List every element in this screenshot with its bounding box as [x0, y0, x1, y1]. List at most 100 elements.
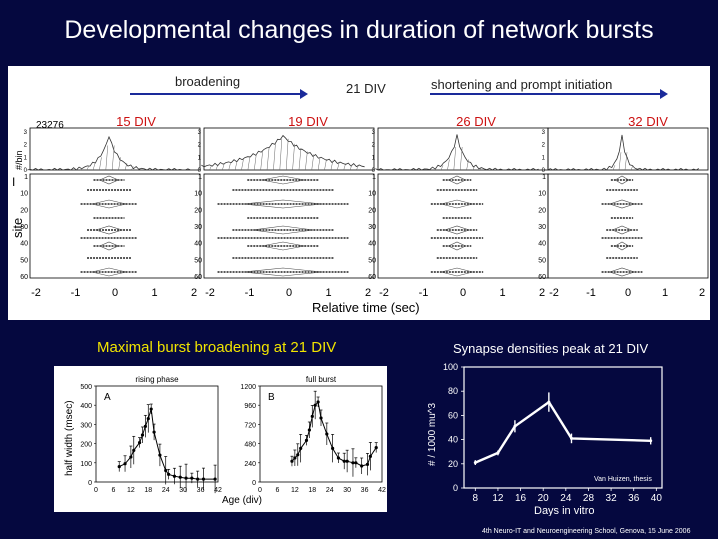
burst-histogram	[201, 134, 365, 168]
hist-tick-label: 1	[198, 155, 202, 161]
site-tick-label: 30	[368, 224, 376, 231]
data-point	[374, 446, 378, 450]
x-tick-label: 0	[258, 487, 262, 494]
y-tick-label: 20	[448, 459, 458, 469]
condition-label: 19 DIV	[288, 114, 328, 129]
histogram-hatch	[349, 164, 353, 171]
site-tick-label: 30	[538, 224, 546, 231]
hist-tick-label: 1	[542, 155, 546, 161]
y-tick-label: 80	[448, 386, 458, 396]
data-point	[316, 400, 320, 404]
time-tick-label: 1	[151, 287, 157, 299]
x-tick-label: 42	[214, 487, 222, 494]
histogram-hatch	[479, 167, 482, 171]
histogram-hatch	[624, 152, 628, 171]
data-point	[304, 438, 309, 442]
data-point	[473, 461, 477, 465]
site-tick-label: 10	[368, 191, 376, 198]
y-tick-label: 960	[244, 403, 256, 410]
raster-frame	[29, 173, 201, 279]
halfwidth-subplot: full burst B 0 240 480 720 960 1200 0 6 12 18 24 30 36…	[240, 375, 386, 494]
y-tick-label: 720	[244, 422, 256, 429]
halfwidth-ylabel: half width (msec)	[64, 400, 75, 476]
data-point	[325, 432, 329, 436]
histogram-hatch	[292, 143, 295, 171]
raster-spread	[441, 267, 473, 277]
site-tick-label: 30	[194, 224, 202, 231]
scale-marker: I	[12, 175, 15, 189]
time-tick-label: 0	[460, 287, 466, 299]
y-tick-label: 200	[80, 442, 92, 449]
hist-tick-label: 3	[542, 130, 546, 136]
x-tick-label: 6	[275, 487, 279, 494]
histogram-hatch	[99, 157, 102, 171]
histogram-hatch	[222, 163, 225, 171]
data-point	[299, 446, 303, 450]
hist-ylabel: #/bin	[14, 150, 24, 170]
hist-tick-label: 0	[372, 168, 376, 174]
series-line	[291, 400, 377, 467]
histogram-hatch	[111, 145, 115, 171]
x-tick-label: 12	[291, 487, 299, 494]
synapse-plot: 0 20 40 60 80 100 8 12 16 20 24 28 32 36 40	[443, 362, 662, 504]
hist-tick-label: 0	[542, 168, 546, 174]
x-tick-label: 36	[197, 487, 205, 494]
data-point	[178, 475, 182, 479]
x-tick-label: 24	[326, 487, 334, 494]
histogram-hatch	[131, 166, 134, 171]
condition-label: 32 DIV	[628, 114, 668, 129]
histogram-hatch	[459, 146, 463, 171]
data-point	[354, 461, 358, 465]
histogram-hatch	[612, 165, 616, 171]
site-axis-label: site	[10, 218, 25, 238]
histogram-hatch	[234, 160, 238, 171]
data-point	[319, 416, 323, 420]
data-point	[152, 430, 156, 434]
histogram-hatch	[356, 165, 359, 171]
data-point	[307, 428, 311, 432]
data-point	[172, 474, 177, 478]
synapse-heading: Synapse densities peak at 21 DIV	[453, 341, 649, 356]
raster-spread	[243, 267, 323, 277]
subplot-frame	[95, 385, 219, 483]
burst-histogram	[545, 134, 699, 171]
raster-spread	[443, 225, 471, 235]
site-tick-label: 60	[20, 274, 28, 281]
y-tick-label: 0	[453, 483, 458, 493]
broadening-heading: Maximal burst broadening at 21 DIV	[97, 339, 337, 356]
histogram-hatch	[137, 168, 140, 171]
data-point	[649, 439, 653, 443]
histogram-hatch	[124, 163, 128, 171]
site-tick-label: 40	[194, 241, 202, 248]
y-tick-label: 100	[80, 461, 92, 468]
x-tick-label: 16	[515, 493, 527, 504]
site-tick-label: 1	[372, 174, 376, 181]
x-tick-label: 32	[606, 493, 618, 504]
subplot-letter: B	[268, 392, 275, 403]
hist-tick-label: 2	[198, 143, 202, 149]
data-point	[293, 456, 297, 460]
data-point	[365, 462, 370, 466]
time-tick-label: 1	[662, 287, 668, 299]
site-tick-label: 50	[368, 257, 376, 264]
site-tick-label: 40	[20, 241, 28, 248]
source-note: Van Huizen, thesis	[594, 476, 652, 483]
histogram-hatch	[337, 162, 340, 171]
hist-tick-label: 3	[24, 130, 28, 136]
time-tick-label: -2	[549, 287, 559, 299]
time-tick-label: 2	[191, 287, 197, 299]
x-tick-label: 36	[361, 487, 369, 494]
site-tick-label: 10	[538, 191, 546, 198]
histogram-hatch	[241, 158, 244, 171]
site-tick-label: 40	[368, 241, 376, 248]
data-point	[184, 476, 188, 480]
raster-spread	[91, 199, 127, 209]
data-point	[368, 454, 372, 458]
data-point	[167, 472, 171, 476]
subplot-title: rising phase	[135, 375, 179, 384]
x-tick-label: 28	[583, 493, 595, 504]
data-point	[496, 451, 500, 455]
x-tick-label: 30	[343, 487, 351, 494]
